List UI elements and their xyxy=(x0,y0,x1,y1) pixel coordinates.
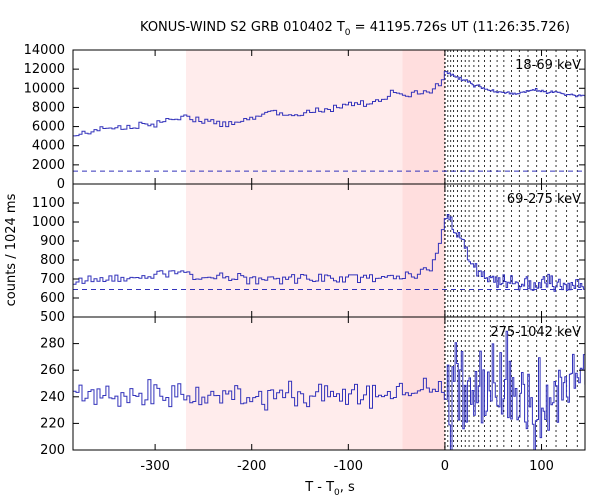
panel-2: 500 600 700 800 900 1000 1100 69-275 keV xyxy=(32,183,586,325)
chart-title: KONUS-WIND S2 GRB 010402 T0 = 41195.726s… xyxy=(140,20,570,38)
x-axis-title-subscript: 0 xyxy=(334,488,340,498)
shaded-regions xyxy=(186,50,445,450)
panel-energy-label: 275-1042 keV xyxy=(490,325,581,340)
series-line xyxy=(73,214,586,292)
y-tick-label: 0 xyxy=(57,177,65,192)
y-tick-label: 12000 xyxy=(24,62,65,77)
y-tick-label: 500 xyxy=(40,310,65,325)
y-tick-label: 1000 xyxy=(32,215,65,230)
x-axis-title: T - T0, s xyxy=(304,480,355,498)
x-tick-label: -100 xyxy=(334,459,364,474)
x-tick-label: 100 xyxy=(529,459,554,474)
panel-frame xyxy=(72,316,586,451)
y-tick-label: 220 xyxy=(40,416,65,431)
x-tick-label: -200 xyxy=(237,459,267,474)
panel-energy-label: 69-275 keV xyxy=(507,192,581,207)
y-tick-label: 200 xyxy=(40,443,65,458)
panel-energy-label: 18-69 keV xyxy=(515,58,581,73)
x-tick-label: -300 xyxy=(140,459,170,474)
y-tick-label: 260 xyxy=(40,363,65,378)
panel-1: 0 2000 4000 6000 8000 10000 12000 14000 18-69 ke… xyxy=(24,43,586,192)
y-tick-label: 1100 xyxy=(32,196,65,211)
y-tick-label: 14000 xyxy=(24,43,65,58)
y-tick-label: 10000 xyxy=(24,81,65,96)
y-tick-label: 700 xyxy=(40,272,65,287)
y-tick-label: 240 xyxy=(40,390,65,405)
series-line xyxy=(73,71,586,137)
y-tick-label: 600 xyxy=(40,291,65,306)
panels: 0 2000 4000 6000 8000 10000 12000 14000 18-69 ke… xyxy=(24,43,586,458)
y-tick-label: 280 xyxy=(40,337,65,352)
series-line xyxy=(73,330,586,451)
y-tick-label: 900 xyxy=(40,234,65,249)
chart-title-rest: = 41195.726s UT (11:26:35.726) xyxy=(351,20,570,35)
chart-title-subscript: 0 xyxy=(345,28,351,38)
background-interval xyxy=(186,50,403,450)
panel-3: 200 220 240 260 280 275-1042 keV xyxy=(40,316,586,458)
interval-boundaries xyxy=(444,50,578,450)
y-tick-label: 8000 xyxy=(32,100,65,115)
y-tick-label: 800 xyxy=(40,253,65,268)
y-tick-label: 4000 xyxy=(32,139,65,154)
x-axis-title-rest: , s xyxy=(340,480,355,495)
x-tick-label: 0 xyxy=(441,459,449,474)
y-axis-title: counts / 1024 ms xyxy=(4,193,19,306)
x-axis: -300 -200 -100 0 100 xyxy=(140,459,554,474)
y-tick-label: 6000 xyxy=(32,120,65,135)
y-tick-label: 2000 xyxy=(32,158,65,173)
